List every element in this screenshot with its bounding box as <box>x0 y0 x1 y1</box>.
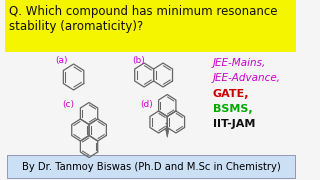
Text: stability (aromaticity)?: stability (aromaticity)? <box>9 20 143 33</box>
Polygon shape <box>165 129 169 137</box>
Text: (c): (c) <box>62 100 74 109</box>
Text: By Dr. Tanmoy Biswas (Ph.D and M.Sc in Chemistry): By Dr. Tanmoy Biswas (Ph.D and M.Sc in C… <box>21 162 280 172</box>
Text: IIT-JAM: IIT-JAM <box>213 119 255 129</box>
Text: JEE-Mains,: JEE-Mains, <box>213 58 266 68</box>
Text: GATE,: GATE, <box>213 89 249 99</box>
Text: BSMS,: BSMS, <box>213 104 252 114</box>
FancyBboxPatch shape <box>5 0 296 52</box>
Text: (a): (a) <box>55 56 68 65</box>
Text: (b): (b) <box>133 56 146 65</box>
Text: JEE-Advance,: JEE-Advance, <box>213 73 281 83</box>
FancyBboxPatch shape <box>7 155 295 178</box>
Text: Q. Which compound has minimum resonance: Q. Which compound has minimum resonance <box>9 5 277 18</box>
Text: (d): (d) <box>140 100 153 109</box>
